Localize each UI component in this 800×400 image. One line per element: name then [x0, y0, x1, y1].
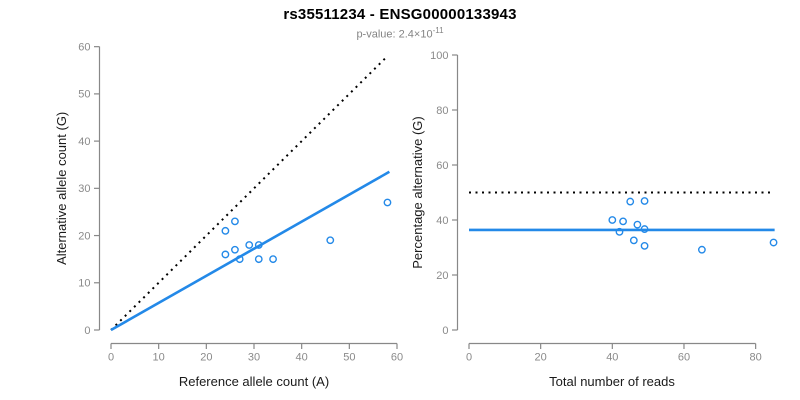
y-axis: 0 20 40 60 80 100 Percentage alternative (G): [410, 50, 459, 337]
y-tick-label: 10: [78, 278, 90, 290]
y-tick-label: 40: [78, 136, 90, 148]
data-point: [619, 217, 627, 226]
x-tick-label: 20: [200, 352, 212, 364]
pvalue-subtitle: p-value: 2.4×10-11: [0, 26, 800, 41]
data-point: [633, 220, 642, 229]
data-point: [235, 255, 244, 264]
y-axis-label: Alternative allele count (G): [54, 112, 69, 265]
data-points: [608, 197, 778, 254]
data-point: [629, 236, 638, 245]
y-tick-label: 30: [78, 183, 90, 195]
y-tick-label: 60: [78, 42, 90, 54]
page-title: rs35511234 - ENSG00000133943: [283, 6, 517, 23]
data-point: [640, 197, 649, 205]
x-tick-label: 40: [606, 352, 618, 364]
x-axis: 0 20 40 60 80 Total number of reads: [466, 342, 762, 389]
data-point: [231, 245, 239, 254]
x-axis-label: Reference allele count (A): [179, 374, 329, 389]
data-point: [221, 250, 230, 259]
data-point: [269, 255, 277, 264]
data-point: [640, 241, 649, 250]
y-axis-label: Percentage alternative (G): [410, 116, 425, 268]
y-tick-label: 50: [78, 89, 90, 101]
data-points: [221, 198, 392, 264]
y-tick-label: 20: [436, 270, 448, 282]
x-tick-label: 40: [296, 352, 308, 364]
y-tick-label: 80: [436, 105, 448, 117]
y-axis: 0 10 20 30 40 50 60 Alternative allele count (G…: [54, 42, 101, 337]
x-tick-label: 0: [466, 352, 472, 364]
y-tick-label: 0: [84, 325, 90, 337]
data-point: [769, 238, 778, 247]
allele-counts-plot: 0 10 20 30 40 50 60 Alternative allele count (G…: [54, 42, 403, 389]
y-tick-label: 40: [436, 215, 448, 227]
data-point: [383, 198, 392, 207]
y-tick-label: 100: [430, 50, 448, 62]
x-tick-label: 20: [535, 352, 547, 364]
y-tick-label: 0: [442, 325, 448, 337]
x-tick-label: 60: [391, 352, 403, 364]
data-point: [608, 216, 617, 224]
data-point: [326, 236, 335, 245]
data-point: [640, 225, 649, 233]
data-point: [615, 227, 624, 236]
x-tick-label: 0: [108, 352, 114, 364]
x-axis: 0 10 20 30 40 50 60 Reference allele count (A): [108, 342, 403, 389]
identity-line: [110, 55, 388, 331]
data-point: [697, 245, 706, 254]
data-point: [626, 197, 635, 206]
x-tick-label: 50: [343, 352, 355, 364]
data-point: [254, 255, 263, 264]
x-axis-label: Total number of reads: [549, 374, 675, 389]
data-point: [254, 241, 263, 249]
x-tick-label: 80: [750, 352, 762, 364]
y-tick-label: 20: [78, 230, 90, 242]
x-tick-label: 60: [678, 352, 690, 364]
data-point: [245, 241, 254, 249]
x-tick-label: 30: [248, 352, 260, 364]
fit-line: [110, 170, 391, 332]
data-point: [221, 226, 230, 235]
percentage-plot: 0 20 40 60 80 100 Percentage alternative (G) 0 2…: [410, 50, 778, 389]
x-tick-label: 10: [153, 352, 165, 364]
data-point: [231, 217, 239, 226]
pvalue-exponent: -11: [432, 26, 444, 35]
pvalue-text: p-value: 2.4×10: [356, 28, 433, 41]
y-tick-label: 60: [436, 160, 448, 172]
